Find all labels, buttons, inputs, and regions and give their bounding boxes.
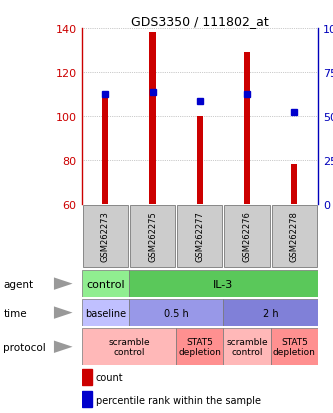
Text: STAT5
depletion: STAT5 depletion bbox=[178, 337, 221, 356]
Text: baseline: baseline bbox=[85, 308, 126, 318]
Text: GSM262278: GSM262278 bbox=[290, 211, 299, 262]
Title: GDS3350 / 111802_at: GDS3350 / 111802_at bbox=[131, 15, 269, 28]
Text: IL-3: IL-3 bbox=[213, 279, 233, 289]
Text: GSM262277: GSM262277 bbox=[195, 211, 204, 262]
Bar bbox=[82, 299, 129, 326]
Text: GSM262276: GSM262276 bbox=[242, 211, 252, 262]
Text: GSM262273: GSM262273 bbox=[101, 211, 110, 262]
Bar bbox=[223, 299, 318, 326]
Text: agent: agent bbox=[3, 279, 33, 289]
Bar bbox=[197, 116, 203, 204]
Polygon shape bbox=[54, 306, 73, 319]
Bar bbox=[130, 206, 175, 267]
Bar bbox=[271, 328, 318, 366]
Text: 2 h: 2 h bbox=[263, 308, 278, 318]
Bar bbox=[291, 165, 297, 204]
Bar bbox=[83, 206, 128, 267]
Bar bbox=[177, 206, 222, 267]
Bar bbox=[244, 53, 250, 204]
Polygon shape bbox=[54, 341, 73, 353]
Text: count: count bbox=[96, 372, 124, 382]
Bar bbox=[272, 206, 317, 267]
Bar bbox=[82, 271, 129, 297]
Bar bbox=[82, 328, 176, 366]
Text: percentile rank within the sample: percentile rank within the sample bbox=[96, 394, 261, 405]
Text: 0.5 h: 0.5 h bbox=[164, 308, 188, 318]
Text: STAT5
depletion: STAT5 depletion bbox=[273, 337, 316, 356]
Bar bbox=[129, 271, 318, 297]
Text: scramble
control: scramble control bbox=[108, 337, 150, 356]
Bar bbox=[176, 328, 223, 366]
Bar bbox=[224, 206, 270, 267]
Text: control: control bbox=[86, 279, 125, 289]
Bar bbox=[223, 328, 271, 366]
Text: scramble
control: scramble control bbox=[226, 337, 268, 356]
Bar bbox=[82, 369, 92, 385]
Text: GSM262275: GSM262275 bbox=[148, 211, 157, 262]
Text: protocol: protocol bbox=[3, 342, 46, 352]
Bar bbox=[129, 299, 223, 326]
Bar bbox=[150, 33, 156, 204]
Bar bbox=[82, 392, 92, 407]
Bar bbox=[102, 93, 108, 204]
Text: time: time bbox=[3, 308, 27, 318]
Polygon shape bbox=[54, 278, 73, 290]
